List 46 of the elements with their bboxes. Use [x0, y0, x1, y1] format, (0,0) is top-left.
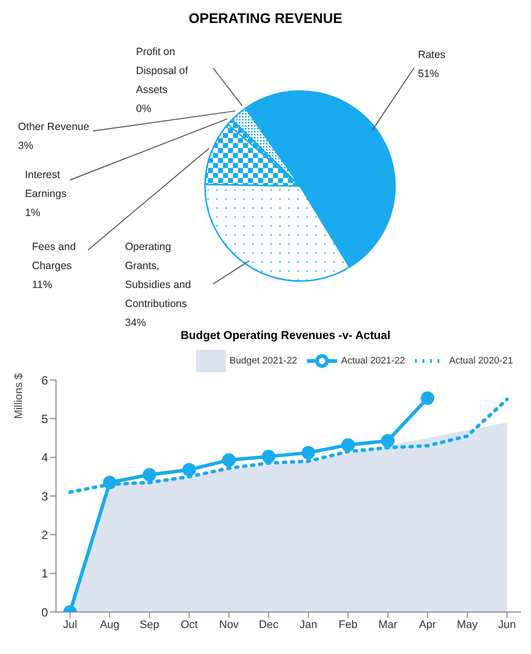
slice-label: Operating Grants, Subsidies and Contributions: [125, 241, 192, 310]
slice-label: Interest Earnings: [25, 169, 66, 200]
y-axis-title: Millions $: [12, 373, 25, 419]
y-tick-label: 4: [41, 450, 48, 465]
chart-title: OPERATING REVENUE: [188, 9, 344, 28]
point: [182, 462, 196, 476]
slice-label: Fees and Charges: [32, 241, 76, 272]
x-tick-label: Oct: [180, 618, 198, 631]
data-label: 11%: [32, 279, 52, 291]
legend-label: Actual 2020-21: [449, 356, 513, 367]
data-label: 51%: [418, 68, 440, 80]
slice-label: Other Revenue: [18, 121, 90, 133]
x-tick-label: Jul: [62, 618, 78, 631]
x-tick-label: Sep: [140, 618, 160, 631]
x-tick-label: Nov: [219, 618, 240, 631]
y-tick-label: 0: [41, 605, 48, 620]
legend-label: Budget 2021-22: [230, 356, 298, 367]
category-label: Profit on Disposal of Assets: [136, 46, 188, 96]
x-tick-label: Feb: [338, 618, 358, 631]
point: [420, 391, 434, 405]
slice-label: Rates: [418, 49, 446, 61]
point: [302, 446, 316, 460]
x-tick-label: Mar: [378, 618, 398, 631]
x-tick-label: Jan: [299, 618, 318, 631]
point: [341, 438, 355, 452]
data-label: 34%: [125, 317, 146, 329]
x-tick-label: Jun: [498, 618, 516, 631]
chart-title: Budget Operating Revenues -v- Actual: [180, 330, 392, 344]
y-tick-label: 3: [41, 489, 48, 504]
y-tick-label: 6: [41, 373, 48, 388]
x-tick-label: Aug: [100, 618, 120, 631]
x-tick-label: Apr: [418, 618, 436, 631]
legend-label: Actual 2021-22: [341, 356, 406, 367]
text: 0%: [136, 103, 152, 115]
point: [102, 476, 116, 490]
data-label: 1%: [25, 207, 40, 219]
data-label: 3%: [18, 140, 34, 152]
point: [142, 468, 156, 482]
point: [381, 434, 395, 448]
y-tick-label: 2: [41, 528, 48, 542]
point: [222, 453, 236, 467]
x-tick-label: Dec: [258, 618, 279, 631]
point: [262, 450, 276, 464]
x-tick-label: May: [456, 618, 478, 631]
y-tick-label: 1: [41, 566, 48, 581]
y-tick-label: 5: [41, 412, 48, 426]
